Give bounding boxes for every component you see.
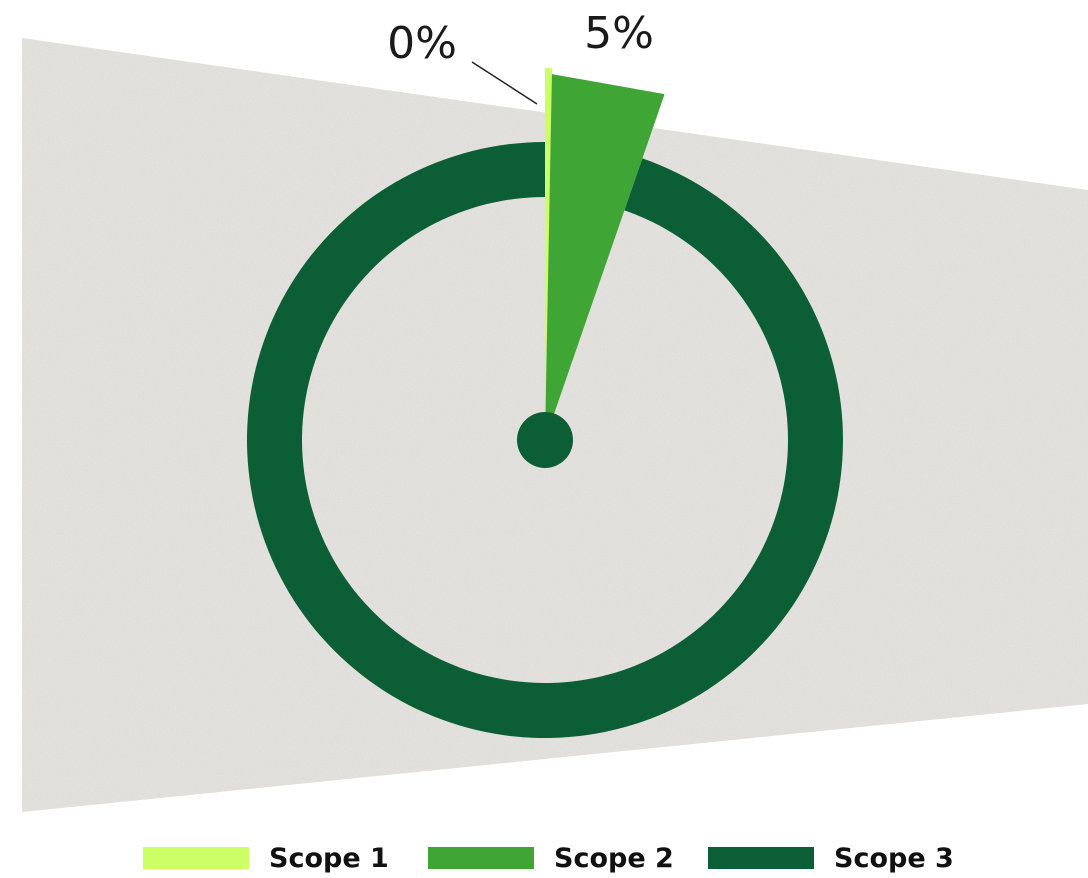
pie-slices [247,68,844,738]
legend-label-scope-1: Scope 1 [269,842,389,874]
leader-line-scope-1 [471,61,538,105]
pie-slice-scope-3-hub [517,412,573,468]
legend-label-scope-2: Scope 2 [554,842,674,874]
legend-item-scope-1: Scope 1 [143,838,389,878]
pie-slice-scope-1 [545,68,552,440]
legend-item-scope-2: Scope 2 [428,838,674,878]
legend-item-scope-3: Scope 3 [708,838,954,878]
legend-swatch-scope-3 [708,847,814,869]
legend-label-scope-3: Scope 3 [834,842,954,874]
pie-labels: 0% 5% [387,8,654,105]
pie-slice-scope-2 [545,74,665,440]
chart-legend: Scope 1 Scope 2 Scope 3 [0,838,1088,878]
legend-swatch-scope-2 [428,847,534,869]
data-label-scope-1: 0% [387,18,457,69]
data-label-scope-2: 5% [584,8,654,59]
pie-chart: 0% 5% [22,8,1088,812]
legend-swatch-scope-1 [143,847,249,869]
